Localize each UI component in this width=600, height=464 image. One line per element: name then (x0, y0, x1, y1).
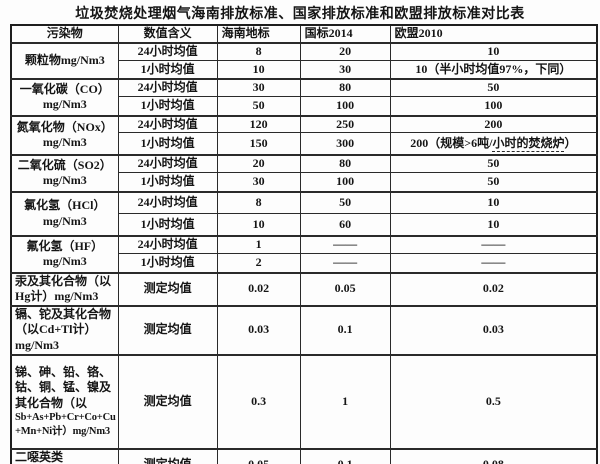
national-value: 0.1 (299, 447, 391, 464)
pollutant-cell-nox: 氮氧化物（NOx） mg/Nm3 (10, 114, 119, 156)
meaning-cell: 1小时均值 (117, 96, 218, 117)
national-value: 60 (299, 213, 391, 237)
national-value: 20 (299, 41, 391, 62)
meaning-cell: 1小时均值 (117, 172, 218, 193)
eu-value: 10 (389, 41, 598, 62)
table-title: 垃圾焚烧处理烟气海南排放标准、国家排放标准和欧盟排放标准对比表 (75, 7, 525, 22)
meaning-cell: 24小时均值 (117, 190, 218, 215)
eu-value: 50 (389, 77, 598, 98)
meaning-cell: 测定均值 (117, 447, 218, 464)
hainan-value: 10 (216, 213, 301, 237)
table-row: 二噁英类ngTEQ/m3 测定均值 0.05 0.1 0.08 (10, 447, 598, 464)
national-value: 30 (299, 60, 391, 80)
meaning-cell: 测定均值 (117, 353, 218, 450)
eu-value: 10 (389, 190, 598, 215)
national-value: 1 (299, 353, 391, 450)
hainan-value: 10 (216, 60, 301, 80)
hainan-value: 8 (216, 190, 301, 215)
eu-value: 50 (389, 153, 598, 174)
eu-value: 0.03 (389, 304, 598, 356)
header-cell-hainan: 海南地标 (216, 24, 301, 44)
hainan-value: 50 (216, 96, 301, 117)
table-row: 二氧化硫（SO2） mg/Nm3 24小时均值 20 80 50 (10, 153, 598, 193)
emission-standards-comparison-table: 污染物 数值含义 海南地标 国标2014 欧盟2010 颗粒物mg/Nm3 24… (10, 24, 599, 464)
header-cell-eu: 欧盟2010 (389, 24, 598, 44)
header-cell-national: 国标2014 (299, 24, 391, 44)
pollutant-cell-particulates: 颗粒物mg/Nm3 (10, 41, 119, 80)
eu-value: —— (389, 234, 598, 255)
hainan-value: 0.02 (216, 271, 301, 307)
eu-value: —— (389, 253, 598, 274)
table-row: 锑、砷、铅、铬、 钴、铜、锰、镍及 其化合物（以 Sb+As+Pb+Cr+Co+… (10, 353, 598, 450)
pollutant-cell-so2: 二氧化硫（SO2） mg/Nm3 (10, 153, 119, 193)
meaning-cell: 测定均值 (117, 271, 218, 307)
national-value: 50 (299, 190, 391, 215)
national-value: —— (299, 234, 391, 255)
meaning-cell: 24小时均值 (117, 234, 218, 255)
hainan-value: 30 (216, 172, 301, 193)
eu-value: 0.08 (389, 447, 598, 464)
meaning-cell: 1小时均值 (117, 253, 218, 274)
eu-value: 200（规模>6吨/小时的焚烧炉） (389, 132, 598, 156)
hainan-value: 150 (216, 132, 301, 156)
national-value: 80 (299, 77, 391, 98)
header-cell-meaning: 数值含义 (117, 24, 218, 44)
table-row: 镉、铊及其化合物 （以Cd+Tl计） mg/Nm3 测定均值 0.03 0.1 … (10, 304, 598, 356)
eu-value: 10（半小时均值97%，下同） (389, 60, 598, 80)
table-row: 氯化氢（HCl） mg/Nm3 24小时均值 8 50 10 (10, 190, 598, 237)
hainan-value: 0.3 (216, 353, 301, 450)
table-row: 汞及其化合物（以 Hg计）mg/Nm3 测定均值 0.02 0.05 0.02 (10, 271, 598, 307)
meaning-cell: 1小时均值 (117, 213, 218, 237)
national-value: 250 (299, 114, 391, 134)
table-row: 氮氧化物（NOx） mg/Nm3 24小时均值 120 250 200 (10, 114, 598, 156)
national-value: 0.05 (299, 271, 391, 307)
meaning-cell: 1小时均值 (117, 132, 218, 156)
eu-value: 50 (389, 172, 598, 193)
pollutant-cell-heavy-metals: 锑、砷、铅、铬、 钴、铜、锰、镍及 其化合物（以 Sb+As+Pb+Cr+Co+… (10, 353, 119, 450)
table-row: 1小时均值 2 —— —— (11, 253, 598, 274)
table-row: 颗粒物mg/Nm3 24小时均值 8 20 10 (10, 41, 598, 80)
meaning-cell: 24小时均值 (117, 77, 218, 98)
eu-value: 10 (389, 213, 598, 237)
eu-value: 200 (389, 114, 598, 134)
pollutant-cell-dioxins: 二噁英类ngTEQ/m3 (10, 447, 119, 464)
hainan-value: 0.03 (216, 304, 301, 356)
table-row: 1小时均值 150 300 200（规模>6吨/小时的焚烧炉） (11, 132, 598, 156)
header-row: 污染物 数值含义 海南地标 国标2014 欧盟2010 (10, 24, 598, 44)
eu-value: 0.02 (389, 271, 598, 307)
meaning-cell: 1小时均值 (117, 60, 218, 80)
hainan-value: 2 (216, 253, 301, 274)
meaning-cell: 测定均值 (117, 304, 218, 356)
pollutant-cell-hf: 氟化氢（HF） mg/Nm3 (10, 234, 119, 274)
hainan-value: 30 (216, 77, 301, 98)
hainan-value: 1 (216, 234, 301, 255)
meaning-cell: 24小时均值 (117, 41, 218, 62)
pollutant-cell-cadmium-thallium: 镉、铊及其化合物 （以Cd+Tl计） mg/Nm3 (10, 304, 119, 356)
national-value: 300 (299, 132, 391, 156)
table-row: 氟化氢（HF） mg/Nm3 24小时均值 1 —— —— (10, 234, 598, 274)
hainan-value: 0.05 (216, 447, 301, 464)
hainan-value: 20 (216, 153, 301, 174)
underlined-note: 小时的焚烧炉 (492, 135, 565, 152)
national-value: 0.1 (299, 304, 391, 356)
table-row: 一氧化碳（CO） mg/Nm3 24小时均值 30 80 50 (10, 77, 598, 117)
eu-value: 0.5 (389, 353, 598, 450)
pollutant-cell-mercury: 汞及其化合物（以 Hg计）mg/Nm3 (10, 271, 119, 307)
national-value: —— (299, 253, 391, 274)
hainan-value: 8 (216, 41, 301, 62)
meaning-cell: 24小时均值 (117, 153, 218, 174)
national-value: 80 (299, 153, 391, 174)
national-value: 100 (299, 172, 391, 193)
eu-value: 100 (389, 96, 598, 117)
meaning-cell: 24小时均值 (117, 114, 218, 134)
header-cell-pollutant: 污染物 (10, 24, 119, 44)
national-value: 100 (299, 96, 391, 117)
hainan-value: 120 (216, 114, 301, 134)
pollutant-cell-hcl: 氯化氢（HCl） mg/Nm3 (10, 190, 119, 237)
pollutant-cell-co: 一氧化碳（CO） mg/Nm3 (10, 77, 119, 117)
